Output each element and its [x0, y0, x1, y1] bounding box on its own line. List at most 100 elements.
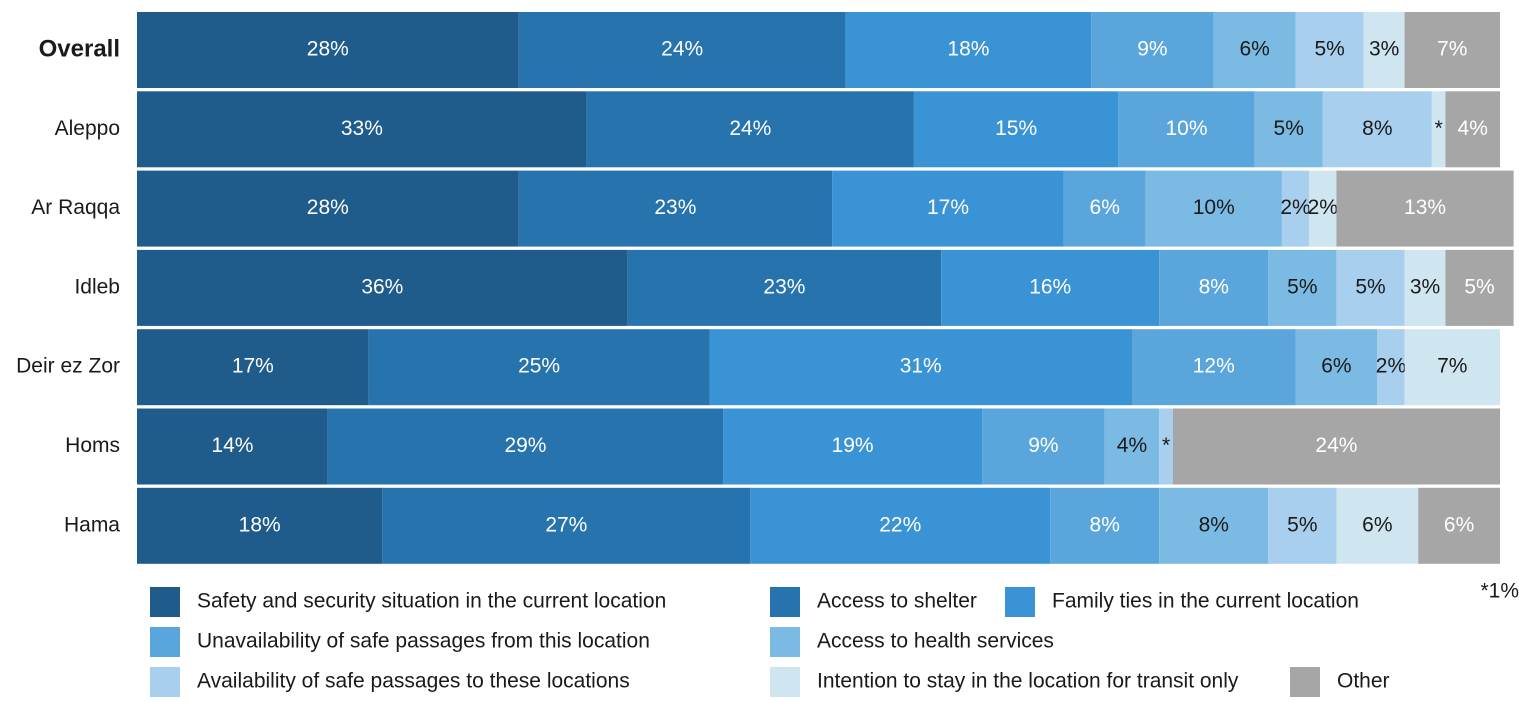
value-label: 5%: [1274, 117, 1304, 140]
value-label: 13%: [1404, 196, 1446, 219]
value-label: 3%: [1410, 275, 1440, 298]
legend-label: Safety and security situation in the cur…: [197, 590, 666, 613]
bar-segment: [1131, 329, 1296, 406]
value-label: 12%: [1193, 355, 1235, 378]
value-label: 6%: [1321, 355, 1351, 378]
bar-segment: [832, 170, 1064, 247]
value-label: 8%: [1199, 275, 1229, 298]
bar-segment: [1336, 249, 1405, 326]
bar-segment: [1268, 249, 1337, 326]
bar-segment: [1159, 487, 1269, 564]
value-label: 17%: [232, 355, 274, 378]
value-label: 5%: [1287, 513, 1317, 536]
bar-segment: [1309, 170, 1337, 247]
value-label: *: [1162, 434, 1170, 457]
category-label: Homs: [65, 434, 120, 457]
bar-segment: [941, 249, 1160, 326]
bar-segment: [137, 408, 328, 485]
footnote: *1%: [1480, 580, 1519, 603]
value-label: 16%: [1029, 275, 1071, 298]
value-label: 31%: [900, 355, 942, 378]
value-label: 28%: [307, 38, 349, 61]
bar-segment: [913, 91, 1119, 168]
bar-segment: [327, 408, 724, 485]
bar-segment: [1159, 249, 1269, 326]
bar-segment: [1445, 91, 1500, 168]
bar-segment: [137, 329, 369, 406]
bar-segment: [1213, 12, 1296, 88]
bar-segment: [1063, 170, 1146, 247]
value-label: 24%: [661, 38, 703, 61]
bar-segment: [982, 408, 1105, 485]
legend-swatch: [150, 627, 180, 657]
value-label: 9%: [1137, 38, 1167, 61]
value-label: 29%: [504, 434, 546, 457]
bar-segment: [137, 249, 628, 326]
value-label: 22%: [879, 513, 921, 536]
legend-swatch: [770, 627, 800, 657]
value-label: 6%: [1090, 196, 1120, 219]
value-label: 8%: [1362, 117, 1392, 140]
category-label: Ar Raqqa: [31, 196, 120, 219]
bar-segment: [1254, 91, 1323, 168]
bar-segment: [368, 329, 710, 406]
bar-segment: [1050, 487, 1160, 564]
bar-segment: [137, 487, 383, 564]
legend-swatch: [770, 587, 800, 617]
value-label: 24%: [1315, 434, 1357, 457]
value-label: 25%: [518, 355, 560, 378]
value-label: 17%: [927, 196, 969, 219]
legend-label: Family ties in the current location: [1052, 590, 1359, 613]
bar-segment: [1336, 170, 1514, 247]
category-label: Hama: [64, 513, 120, 536]
legend-swatch: [1290, 667, 1320, 697]
bar-segment: [1091, 12, 1214, 88]
legend-label: Other: [1337, 670, 1390, 693]
value-label: 2%: [1280, 196, 1310, 219]
value-label: 8%: [1199, 513, 1229, 536]
bar-segment: [1404, 12, 1500, 88]
legend-swatch: [770, 667, 800, 697]
bar-segment: [723, 408, 983, 485]
bar-segment: [1268, 487, 1337, 564]
legend-swatch: [150, 667, 180, 697]
bar-segment: [1418, 487, 1500, 564]
bar-segment: [137, 170, 519, 247]
category-label: Deir ez Zor: [16, 355, 120, 378]
category-label: Idleb: [74, 275, 120, 298]
legend-swatch: [1005, 587, 1035, 617]
bar-segment: [1377, 329, 1405, 406]
bar-segment: [750, 487, 1051, 564]
value-label: 2%: [1308, 196, 1338, 219]
value-label: 7%: [1437, 355, 1467, 378]
bar-segment: [1172, 408, 1500, 485]
legend-label: Availability of safe passages to these l…: [197, 670, 630, 693]
value-label: 15%: [995, 117, 1037, 140]
bar-segment: [845, 12, 1092, 88]
bar-segment: [1159, 408, 1173, 485]
value-label: 2%: [1376, 355, 1406, 378]
value-label: 5%: [1355, 275, 1385, 298]
bar-segment: [1295, 329, 1378, 406]
value-label: 23%: [763, 275, 805, 298]
bar-segment: [1404, 329, 1500, 406]
value-label: 5%: [1287, 275, 1317, 298]
bar-segment: [1145, 170, 1282, 247]
value-label: 6%: [1444, 513, 1474, 536]
value-label: 6%: [1362, 513, 1392, 536]
bar-segment: [1322, 91, 1432, 168]
value-label: 33%: [341, 117, 383, 140]
bar-segment: [1404, 249, 1446, 326]
value-label: 23%: [654, 196, 696, 219]
legend-label: Intention to stay in the location for tr…: [817, 670, 1239, 693]
bar-segment: [1104, 408, 1160, 485]
bar-segment: [1445, 249, 1514, 326]
value-label: 19%: [832, 434, 874, 457]
bar-segment: [137, 91, 587, 168]
legend-label: Unavailability of safe passages from thi…: [197, 630, 650, 653]
value-label: 14%: [211, 434, 253, 457]
value-label: 18%: [947, 38, 989, 61]
bar-segment: [518, 12, 846, 88]
value-label: 10%: [1193, 196, 1235, 219]
